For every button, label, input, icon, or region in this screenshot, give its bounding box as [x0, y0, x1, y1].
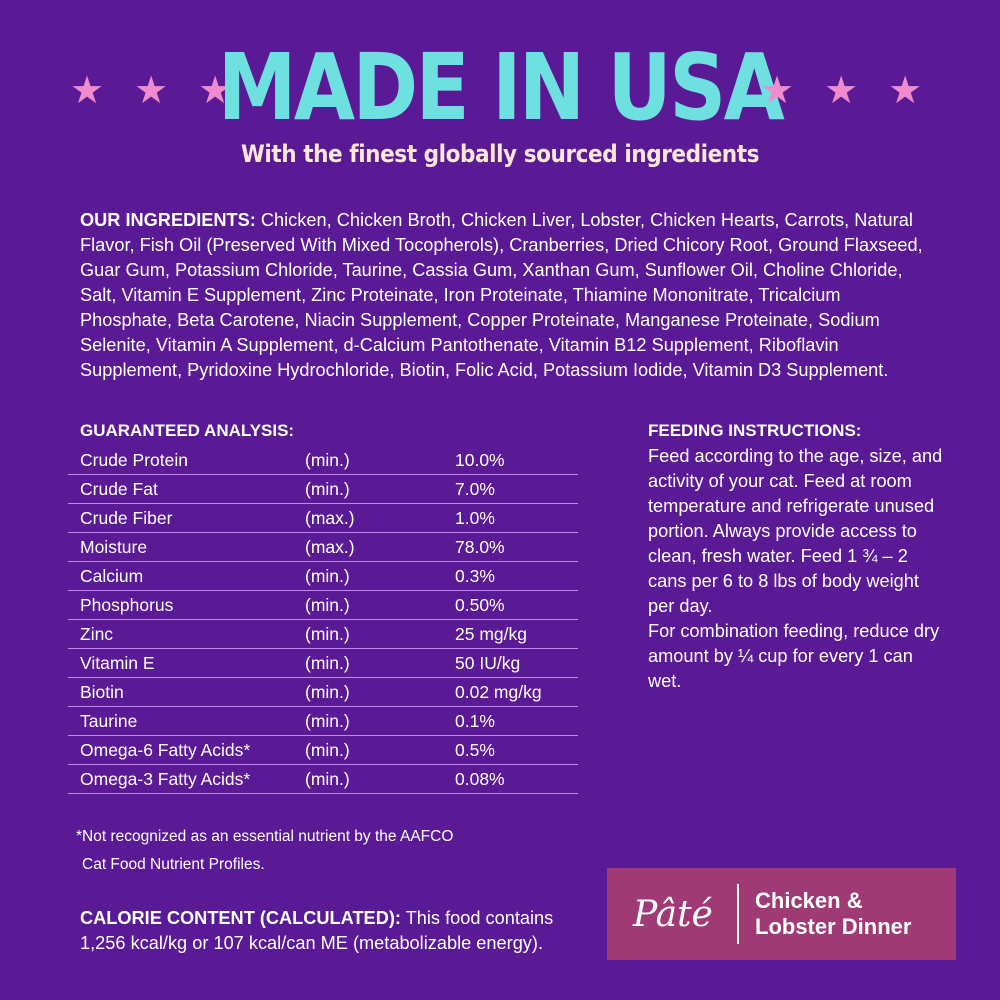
table-row: Omega-3 Fatty Acids* (min.) 0.08% — [68, 764, 578, 794]
nutrient-qualifier: (min.) — [305, 474, 455, 504]
nutrient-name: Vitamin E — [68, 648, 305, 678]
nutrient-value: 1.0% — [455, 503, 578, 533]
nutrient-value: 7.0% — [455, 474, 578, 504]
nutrient-name: Omega-3 Fatty Acids* — [68, 764, 305, 794]
nutrient-name: Crude Protein — [68, 446, 305, 475]
nutrient-name: Calcium — [68, 561, 305, 591]
nutrient-qualifier: (min.) — [305, 648, 455, 678]
nutrient-name: Zinc — [68, 619, 305, 649]
footnote: *Not recognized as an essential nutrient… — [76, 823, 556, 879]
nutrient-qualifier: (min.) — [305, 764, 455, 794]
table-row: Crude Fat (min.) 7.0% — [68, 474, 578, 504]
pate-label: Pâté — [633, 893, 713, 935]
nutrient-qualifier: (min.) — [305, 619, 455, 649]
ingredients-section: OUR INGREDIENTS: Chicken, Chicken Broth,… — [80, 208, 930, 383]
calorie-label: CALORIE CONTENT (CALCULATED): — [80, 908, 401, 928]
nutrient-value: 0.08% — [455, 764, 578, 794]
star-icon: ★ — [760, 68, 795, 112]
nutrient-qualifier: (max.) — [305, 532, 455, 562]
nutrient-value: 0.5% — [455, 735, 578, 765]
combination-feeding-text: For combination feeding, reduce dry amou… — [648, 621, 940, 691]
star-icon: ★ — [888, 68, 923, 112]
calorie-text: This food contains 1,256 kcal/kg or 107 … — [80, 908, 554, 953]
nutrient-value: 0.50% — [455, 590, 578, 620]
nutrient-name: Moisture — [68, 532, 305, 562]
guaranteed-analysis: GUARANTEED ANALYSIS: Crude Protein (min.)… — [68, 420, 580, 794]
nutrient-name: Biotin — [68, 677, 305, 707]
table-row: Phosphorus (min.) 0.50% — [68, 590, 578, 620]
star-icon: ★ — [824, 68, 859, 112]
table-row: Taurine (min.) 0.1% — [68, 706, 578, 736]
stars-right: ★ ★ ★ — [760, 70, 922, 110]
feeding-instructions: FEEDING INSTRUCTIONS: Feed according to … — [648, 420, 948, 694]
star-icon: ★ — [70, 68, 105, 112]
table-row: Moisture (max.) 78.0% — [68, 532, 578, 562]
table-row: Biotin (min.) 0.02 mg/kg — [68, 677, 578, 707]
nutrient-qualifier: (min.) — [305, 735, 455, 765]
nutrient-name: Crude Fiber — [68, 503, 305, 533]
nutrient-qualifier: (min.) — [305, 446, 455, 475]
ingredients-label: OUR INGREDIENTS: — [80, 210, 256, 230]
table-row: Crude Protein (min.) 10.0% — [68, 446, 578, 475]
table-row: Zinc (min.) 25 mg/kg — [68, 619, 578, 649]
footnote-line: Cat Food Nutrient Profiles. — [82, 856, 265, 873]
nutrient-name: Crude Fat — [68, 474, 305, 504]
star-icon: ★ — [198, 68, 233, 112]
ingredients-text: Chicken, Chicken Broth, Chicken Liver, L… — [80, 210, 923, 380]
nutrient-name: Phosphorus — [68, 590, 305, 620]
nutrient-qualifier: (min.) — [305, 706, 455, 736]
nutrient-qualifier: (max.) — [305, 503, 455, 533]
stars-left: ★ ★ ★ — [70, 70, 232, 110]
analysis-table: Crude Protein (min.) 10.0% Crude Fat (min.)… — [68, 446, 578, 794]
nutrient-value: 0.1% — [455, 706, 578, 736]
table-row: Crude Fiber (max.) 1.0% — [68, 503, 578, 533]
footnote-line: *Not recognized as an essential nutrient… — [76, 828, 454, 845]
subheadline: With the finest globally sourced ingredi… — [240, 140, 759, 168]
header: ★ ★ ★ MADE IN USA ★ ★ ★ With the finest … — [0, 0, 1000, 190]
analysis-title: GUARANTEED ANALYSIS: — [80, 421, 295, 440]
nutrient-value: 10.0% — [455, 446, 578, 475]
product-name-line: Chicken & — [755, 888, 863, 913]
nutrient-qualifier: (min.) — [305, 590, 455, 620]
nutrient-value: 78.0% — [455, 532, 578, 562]
product-badge: Pâté Chicken & Lobster Dinner — [607, 868, 956, 960]
headline: MADE IN USA — [217, 34, 785, 141]
nutrient-value: 0.3% — [455, 561, 578, 591]
nutrient-value: 50 IU/kg — [455, 648, 578, 678]
table-row: Omega-6 Fatty Acids* (min.) 0.5% — [68, 735, 578, 765]
feeding-title: FEEDING INSTRUCTIONS: — [648, 421, 862, 440]
table-row: Calcium (min.) 0.3% — [68, 561, 578, 591]
badge-divider — [737, 884, 739, 944]
nutrient-qualifier: (min.) — [305, 561, 455, 591]
nutrient-name: Taurine — [68, 706, 305, 736]
nutrient-qualifier: (min.) — [305, 677, 455, 707]
nutrient-value: 0.02 mg/kg — [455, 677, 578, 707]
product-name: Chicken & Lobster Dinner — [755, 888, 911, 940]
product-name-line: Lobster Dinner — [755, 914, 912, 939]
feeding-text: Feed according to the age, size, and act… — [648, 446, 943, 616]
table-row: Vitamin E (min.) 50 IU/kg — [68, 648, 578, 678]
star-icon: ★ — [134, 68, 169, 112]
nutrient-value: 25 mg/kg — [455, 619, 578, 649]
calorie-content: CALORIE CONTENT (CALCULATED): This food … — [80, 906, 600, 956]
nutrient-name: Omega-6 Fatty Acids* — [68, 735, 305, 765]
